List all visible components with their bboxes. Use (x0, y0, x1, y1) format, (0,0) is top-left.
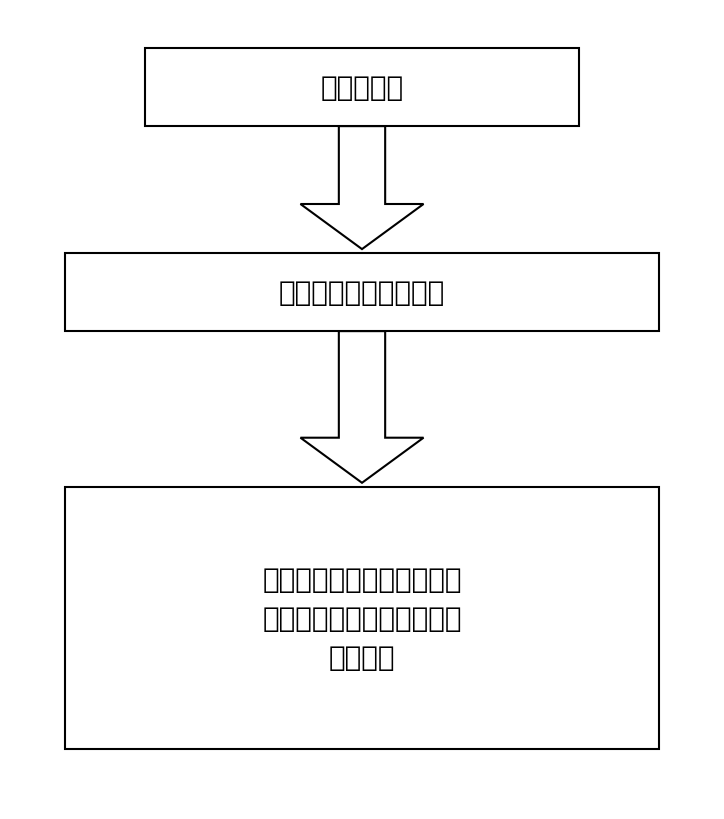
Bar (145, 49, 579, 127)
Polygon shape (300, 332, 424, 483)
Text: 对定向凝固后的试样进行常
规金相处理，得到组织及界
面形貌。: 对定向凝固后的试样进行常 规金相处理，得到组织及界 面形貌。 (262, 565, 462, 672)
Polygon shape (300, 127, 424, 250)
Text: 制作预制体: 制作预制体 (321, 74, 403, 102)
Bar (65, 254, 659, 332)
Text: 对预制体进行定向凝固: 对预制体进行定向凝固 (279, 278, 445, 307)
Bar (65, 487, 659, 749)
